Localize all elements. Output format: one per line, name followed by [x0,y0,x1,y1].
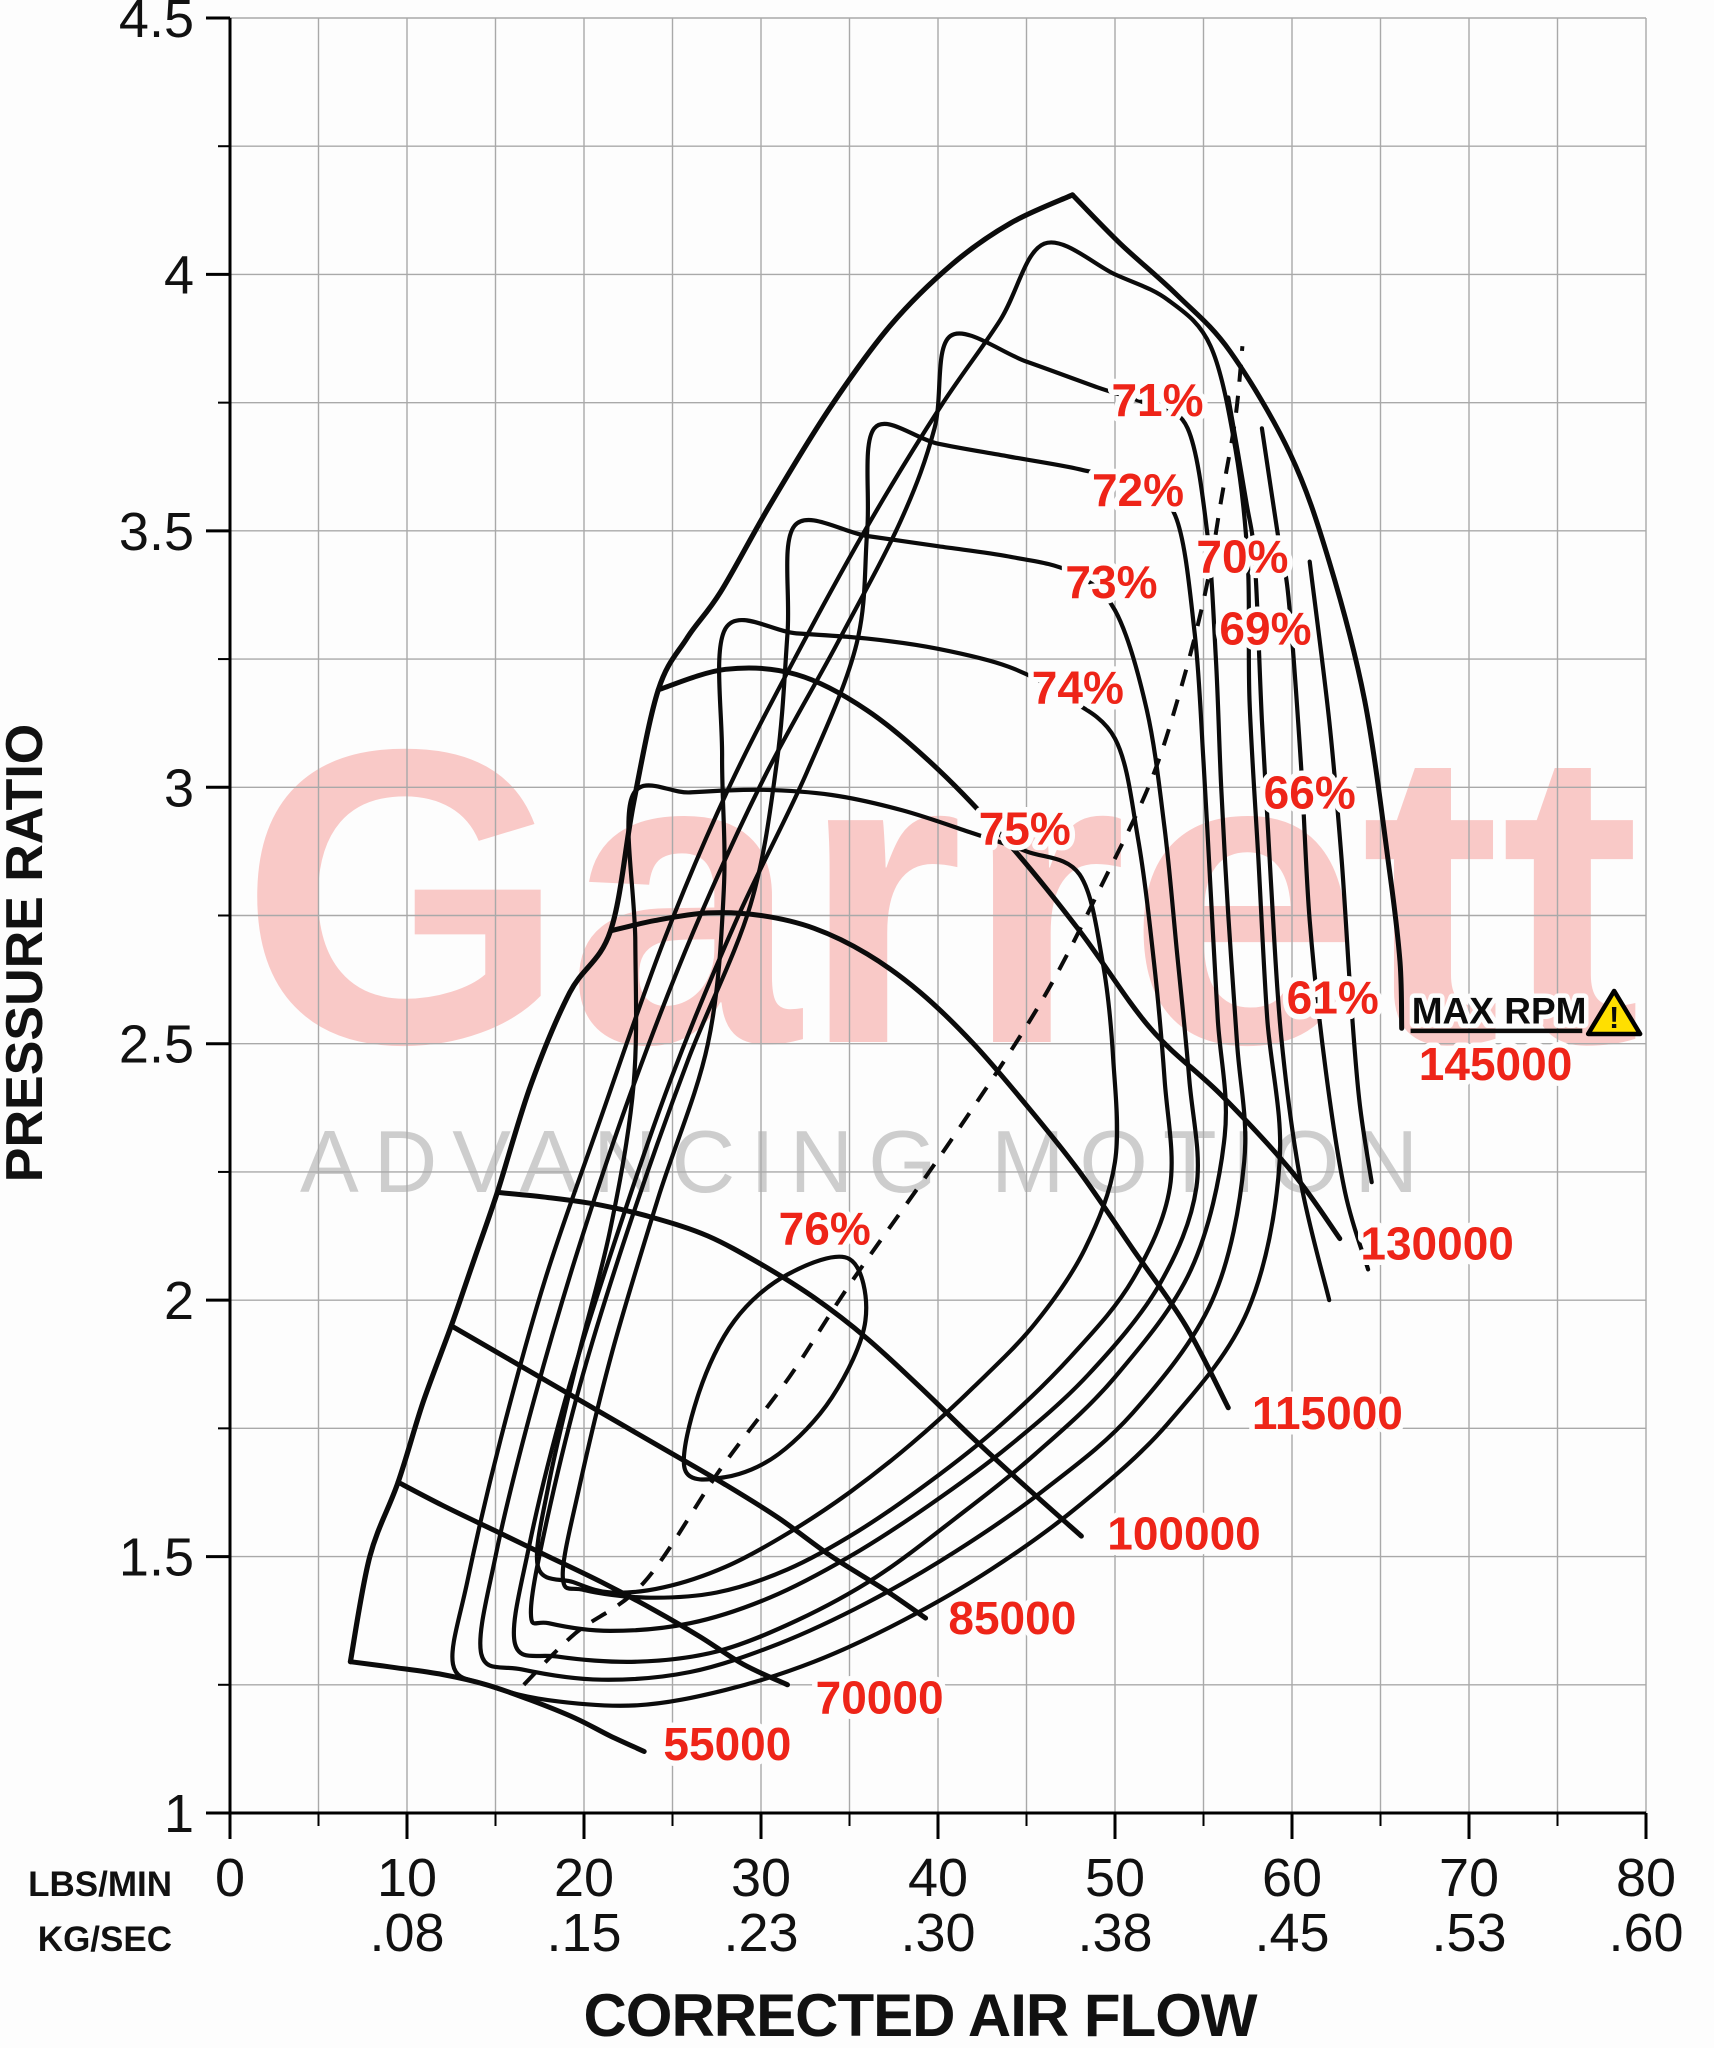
efficiency-label-76: 76% [779,1202,871,1254]
x-axis-tick-label-lbs: 0 [215,1848,245,1908]
efficiency-island-72 [511,421,1229,1664]
x-axis-tick-label-kg: .45 [1254,1903,1329,1963]
speed-label-70000: 70000 [816,1672,944,1724]
efficiency-label-72: 72% [1092,464,1184,516]
efficiency-label-71: 71% [1111,374,1203,426]
speed-line-70000 [395,1479,790,1688]
x-axis-tick-label-lbs: 80 [1616,1848,1676,1908]
y-axis-tick-label: 2 [164,1271,194,1331]
efficiency-label-66: 66% [1264,766,1356,818]
efficiency-line-69 [1226,395,1332,1303]
efficiency-label-61: 61% [1287,972,1379,1024]
warning-exclamation: ! [1609,1000,1619,1035]
x-axis-tick-label-lbs: 50 [1085,1848,1145,1908]
x-axis-tick-label-lbs: 20 [554,1848,614,1908]
y-axis-tick-label: 4 [164,245,194,305]
x-axis-tick-label-lbs: 30 [731,1848,791,1908]
speed-line-85000 [448,1323,929,1621]
speed-label-100000: 100000 [1107,1507,1261,1559]
curve-layer [347,192,1405,1754]
efficiency-island-73 [528,518,1200,1633]
grid-layer [206,16,1648,1839]
efficiency-island-71 [478,331,1248,1682]
x-axis-tick-label-kg: .60 [1608,1903,1683,1963]
x-axis-tick-label-kg: .23 [723,1903,798,1963]
speed-label-130000: 130000 [1360,1218,1514,1270]
efficiency-label-69: 69% [1219,602,1311,654]
y-axis-tick-label: 3.5 [119,502,194,562]
efficiency-line-66 [1259,426,1371,1272]
x-axis-tick-label-kg: .53 [1431,1903,1506,1963]
efficiency-line-61 [1307,559,1374,1185]
efficiency-label-74: 74% [1032,661,1124,713]
x-axis-unit-lbs-label: LBS/MIN [28,1865,172,1904]
surge-line [347,192,1076,1665]
y-axis-tick-label: 4.5 [119,0,194,49]
watermark: Garrett ADVANCING MOTION [240,663,1640,1211]
x-axis-tick-label-kg: .08 [369,1903,444,1963]
efficiency-island-74 [560,617,1174,1600]
y-axis-tick-label: 1.5 [119,1528,194,1588]
x-axis-tick-label-kg: .15 [546,1903,621,1963]
efficiency-island-76 [681,1254,869,1482]
warning-triangle-icon [1585,988,1643,1037]
speed-label-55000: 55000 [663,1718,791,1770]
x-axis-unit-kg-label: KG/SEC [38,1920,172,1959]
efficiency-island-75 [534,783,1120,1595]
speed-label-115000: 115000 [1252,1387,1403,1439]
speed-line-145000 [1070,192,1405,1031]
y-axis-title: PRESSURE RATIO [0,724,54,1182]
x-axis-title: CORRECTED AIR FLOW [583,1982,1257,2048]
y-axis-tick-label: 1 [164,1784,194,1844]
max-rpm-label: MAX RPM [1412,990,1587,1031]
watermark-garrett-text: Garrett [240,663,1640,1132]
speed-line-100000 [494,1189,1084,1539]
efficiency-label-73: 73% [1065,556,1157,608]
x-axis-tick-label-kg: .38 [1077,1903,1152,1963]
speed-label-145000: 145000 [1419,1038,1573,1090]
efficiency-label-75: 75% [979,802,1071,854]
speed-line-115000 [608,910,1231,1411]
x-axis-tick-label-lbs: 70 [1439,1848,1499,1908]
speed-line-55000 [347,1659,647,1754]
x-axis-tick-label-kg: .30 [900,1903,975,1963]
speed-line-130000 [655,665,1343,1242]
y-axis-tick-label: 2.5 [119,1015,194,1075]
x-axis-tick-label-lbs: 40 [908,1848,968,1908]
speed-label-85000: 85000 [948,1592,1076,1644]
peak-efficiency-dashed-line [522,346,1245,1687]
x-axis-tick-label-lbs: 10 [377,1848,437,1908]
label-layer: 4.543.532.521.510 10.0820.1530.2340.3050.… [119,0,1684,1963]
efficiency-label-70: 70% [1196,531,1288,583]
x-axis-tick-label-lbs: 60 [1262,1848,1322,1908]
watermark-advancing-motion-text: ADVANCING MOTION [300,1112,1433,1211]
efficiency-island-70 [450,240,1283,1708]
y-axis-tick-label: 3 [164,758,194,818]
